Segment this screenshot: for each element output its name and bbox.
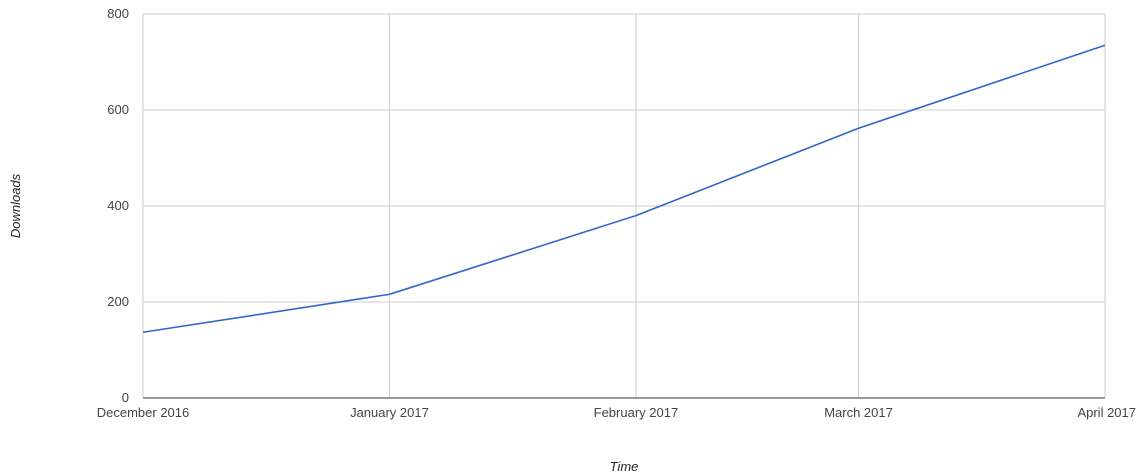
grid	[142, 13, 1106, 399]
x-tick-label: December 2016	[97, 405, 190, 420]
x-tick-label: February 2017	[594, 405, 679, 420]
y-tick-label: 0	[122, 390, 129, 405]
y-tick-label: 600	[107, 102, 129, 117]
y-axis-title: Downloads	[8, 173, 23, 238]
series-layer	[142, 44, 1106, 334]
x-axis-title: Time	[610, 459, 639, 474]
x-tick-label: April 2017	[1077, 405, 1136, 420]
y-tick-labels: 0 200 400 600 800	[107, 6, 129, 405]
y-tick-label: 400	[107, 198, 129, 213]
y-tick-label: 800	[107, 6, 129, 21]
x-tick-labels: December 2016 January 2017 February 2017 Ma…	[97, 405, 1136, 420]
x-tick-label: January 2017	[350, 405, 429, 420]
y-tick-label: 200	[107, 294, 129, 309]
series-line	[142, 44, 1106, 334]
x-tick-label: March 2017	[824, 405, 893, 420]
